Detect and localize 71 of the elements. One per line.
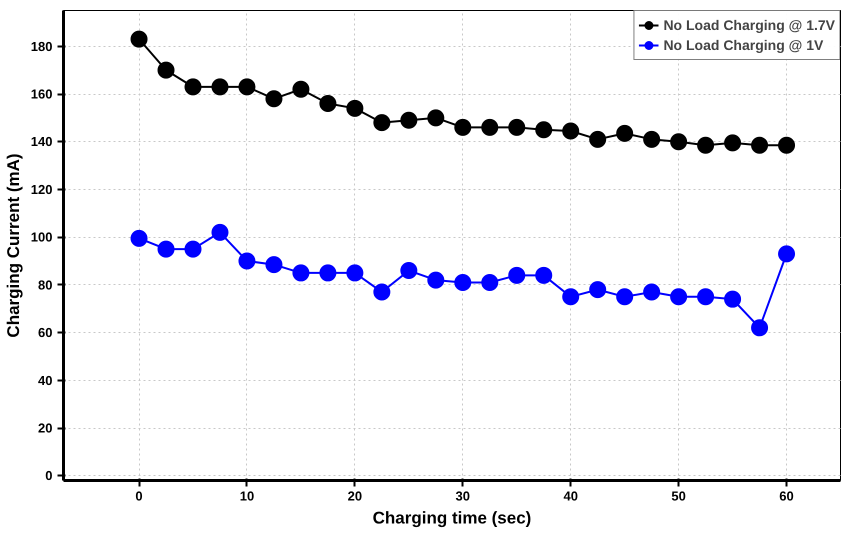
- point: [508, 266, 526, 284]
- y-tick-label: 100: [30, 230, 53, 245]
- point: [184, 78, 202, 96]
- y-tick-label: 120: [30, 182, 53, 197]
- point: [670, 133, 688, 150]
- point: [643, 284, 660, 301]
- point: [427, 272, 444, 289]
- point: [535, 266, 552, 284]
- point: [346, 264, 364, 282]
- point: [616, 288, 634, 306]
- point: [778, 245, 796, 262]
- y-tick-label: 0: [45, 468, 53, 484]
- y-tick-label: 160: [30, 86, 53, 102]
- point: [697, 136, 714, 154]
- point: [292, 80, 310, 98]
- point: [238, 252, 256, 270]
- y-tick-label: 180: [30, 38, 53, 54]
- x-axis-title: Charging time (sec): [372, 508, 532, 528]
- legend-label: No Load Charging @ 1V: [663, 37, 824, 53]
- point: [751, 319, 768, 336]
- point: [751, 136, 768, 154]
- x-tick-label: 60: [779, 488, 794, 504]
- point: [373, 284, 390, 301]
- point: [373, 114, 390, 132]
- x-tick-label: 50: [671, 488, 686, 504]
- y-tick-label: 20: [38, 420, 53, 436]
- point: [211, 224, 228, 241]
- point: [265, 256, 282, 274]
- x-tick-label: 20: [348, 488, 362, 504]
- point: [481, 118, 498, 136]
- point: [158, 62, 175, 79]
- x-tick-label: 30: [456, 488, 470, 504]
- point: [778, 136, 796, 154]
- y-axis-title: Charging Current (mA): [4, 153, 23, 338]
- point: [454, 274, 472, 291]
- point: [616, 124, 634, 142]
- point: [400, 112, 418, 129]
- point: [562, 122, 580, 140]
- point: [211, 78, 228, 96]
- point: [238, 78, 256, 96]
- point: [265, 90, 282, 108]
- point: [292, 264, 310, 282]
- y-tick-label: 80: [38, 277, 53, 292]
- point: [508, 118, 526, 136]
- y-tick-label: 140: [30, 134, 53, 150]
- point: [346, 100, 364, 117]
- point: [319, 264, 336, 282]
- x-tick-label: 0: [135, 488, 143, 504]
- point: [724, 290, 742, 308]
- point: [562, 288, 580, 306]
- point: [158, 240, 175, 258]
- point: [319, 95, 336, 112]
- point: [535, 121, 552, 138]
- point: [589, 130, 606, 148]
- y-tick-label: 40: [38, 372, 53, 388]
- y-tick-label: 60: [38, 325, 53, 340]
- point: [427, 109, 444, 126]
- point: [481, 274, 498, 291]
- point: [454, 118, 472, 136]
- x-tick-label: 10: [240, 488, 254, 504]
- point: [130, 230, 148, 247]
- point: [589, 281, 606, 298]
- point: [643, 130, 660, 148]
- point: [697, 288, 714, 306]
- x-tick-label: 40: [563, 488, 578, 504]
- point: [184, 240, 202, 258]
- legend-label: No Load Charging @ 1.7V: [663, 17, 835, 33]
- point: [724, 134, 742, 152]
- point: [670, 288, 688, 306]
- point: [130, 30, 148, 48]
- point: [400, 262, 418, 280]
